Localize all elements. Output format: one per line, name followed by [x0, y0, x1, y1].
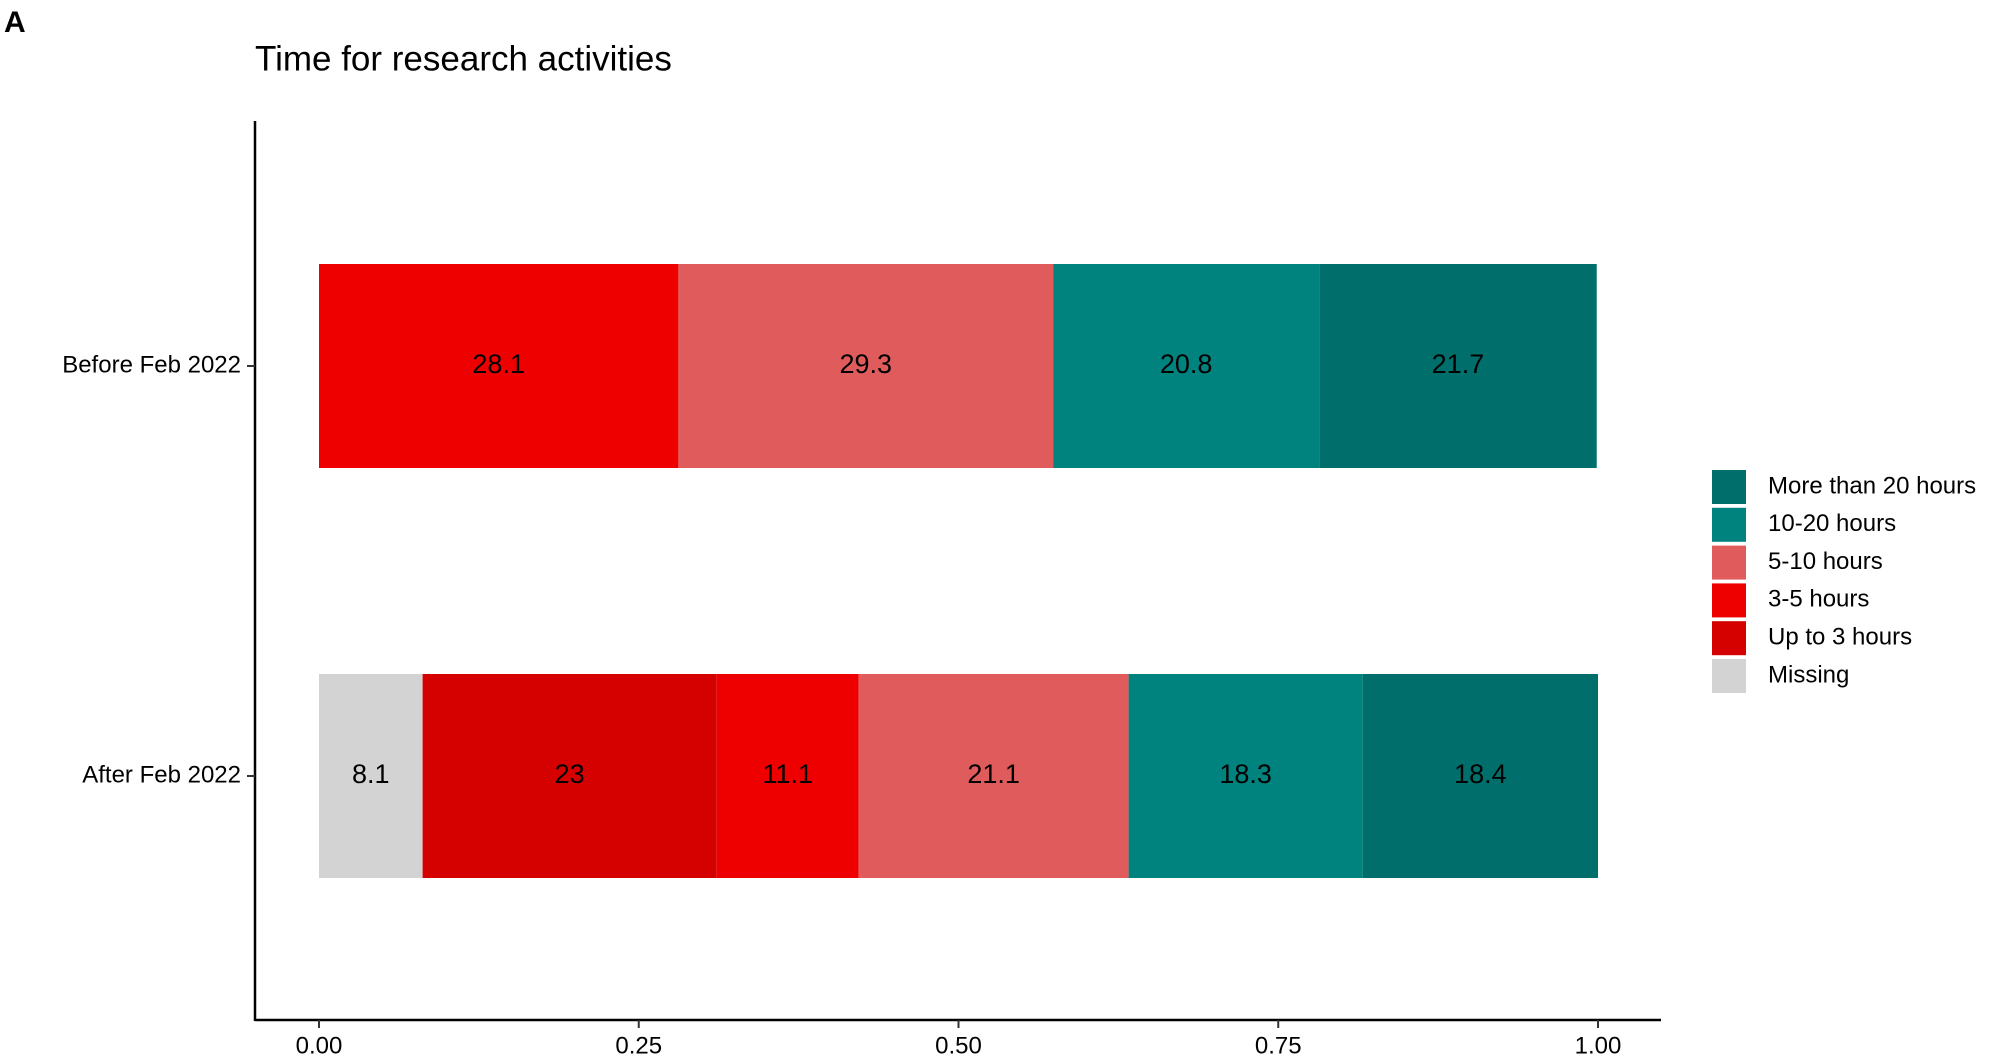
- chart-title: Time for research activities: [255, 39, 672, 78]
- legend-swatch: [1712, 470, 1746, 504]
- bar-segment: [678, 264, 1054, 468]
- data-label: 23: [555, 759, 585, 789]
- data-label: 18.3: [1219, 759, 1272, 789]
- legend-label: 3-5 hours: [1768, 586, 1869, 613]
- x-tick-label: 0.50: [935, 1032, 982, 1057]
- bar-segment: [319, 264, 679, 468]
- bar-segment: [319, 674, 423, 878]
- panel-label: A: [4, 6, 26, 39]
- data-label: 21.1: [967, 759, 1020, 789]
- data-label: 8.1: [352, 759, 390, 789]
- data-label: 11.1: [762, 759, 813, 789]
- data-label: 18.4: [1454, 759, 1507, 789]
- data-label: 21.7: [1432, 349, 1485, 379]
- legend-label: 10-20 hours: [1768, 510, 1896, 537]
- bar-segment: [1053, 264, 1320, 468]
- x-tick-label: 1.00: [1575, 1032, 1622, 1057]
- legend-label: Missing: [1768, 661, 1849, 688]
- legend-swatch: [1712, 659, 1746, 693]
- x-tick-label: 0.25: [615, 1032, 662, 1057]
- legend-label: 5-10 hours: [1768, 548, 1883, 575]
- legend-swatch: [1712, 545, 1746, 580]
- legend-swatch: [1712, 621, 1746, 656]
- bar-segment: [1319, 264, 1597, 468]
- bar-segment: [858, 674, 1129, 878]
- y-tick-label: Before Feb 2022: [62, 351, 241, 378]
- bar-segment: [422, 674, 717, 878]
- x-tick-label: 0.75: [1255, 1032, 1302, 1057]
- y-tick-label: After Feb 2022: [82, 761, 241, 788]
- bar-segment: [716, 674, 859, 878]
- legend-swatch: [1712, 583, 1746, 618]
- data-label: 29.3: [839, 349, 892, 379]
- bar-segment: [1128, 674, 1363, 878]
- data-label: 28.1: [472, 349, 525, 379]
- data-label: 20.8: [1160, 349, 1213, 379]
- legend-swatch: [1712, 507, 1746, 542]
- legend-label: More than 20 hours: [1768, 472, 1976, 499]
- legend-label: Up to 3 hours: [1768, 624, 1912, 651]
- x-tick-label: 0.00: [296, 1032, 343, 1057]
- bar-segment: [1362, 674, 1598, 878]
